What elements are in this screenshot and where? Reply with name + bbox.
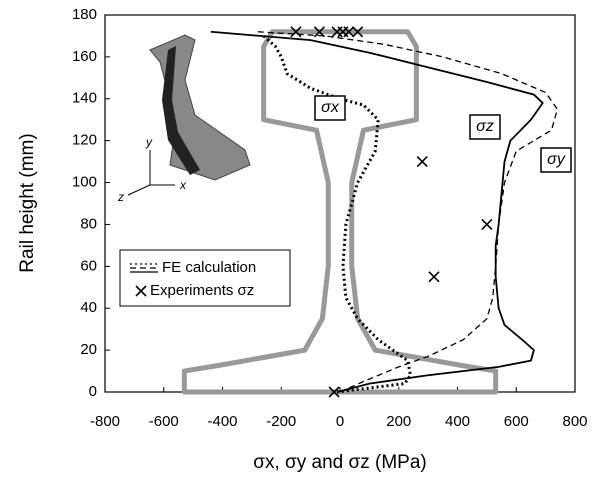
experiment-point <box>352 26 364 38</box>
inset-label: z <box>117 190 124 204</box>
label-box <box>469 114 501 140</box>
experiment-point <box>343 26 355 38</box>
experiment-point <box>290 26 302 38</box>
y-tick-label: 140 <box>72 90 97 107</box>
y-tick-label: 160 <box>72 48 97 65</box>
x-tick-label: 200 <box>386 413 411 430</box>
x-tick-label: -200 <box>266 413 296 430</box>
series-line <box>257 31 559 393</box>
x-tick-label: -800 <box>90 413 120 430</box>
y-tick-label: 80 <box>80 215 97 232</box>
legend-swatch <box>135 285 147 297</box>
inset-label: x <box>179 178 187 192</box>
series-label: σz <box>476 118 494 135</box>
y-tick-label: 120 <box>72 132 97 149</box>
y-tick-label: 100 <box>72 174 97 191</box>
y-tick-label: 40 <box>80 299 97 316</box>
inset-label: y <box>145 135 153 149</box>
experiment-point <box>328 386 340 398</box>
x-tick-label: 600 <box>504 413 529 430</box>
legend-label: FE calculation <box>162 259 256 276</box>
series-label: σy <box>547 151 566 168</box>
y-tick-label: 60 <box>80 257 97 274</box>
inset-rail: y z x <box>117 34 251 204</box>
legend-label: Experiments σz <box>150 282 254 299</box>
inset-core <box>162 46 200 175</box>
x-tick-label: -400 <box>207 413 237 430</box>
series-line <box>262 34 413 394</box>
experiment-point <box>428 271 440 283</box>
inset-axis <box>127 184 151 196</box>
series-line <box>210 30 544 393</box>
x-tick-label: -600 <box>149 413 179 430</box>
x-tick-label: 0 <box>336 413 344 430</box>
rail-outline <box>181 29 499 395</box>
y-tick-label: 20 <box>80 341 97 358</box>
label-box <box>314 95 346 121</box>
series-label: σx <box>321 99 340 116</box>
experiment-point <box>313 26 326 38</box>
experiment-point <box>416 156 428 168</box>
label-box <box>540 147 572 173</box>
x-axis-label: σx, σy and σz (MPa) <box>253 452 427 473</box>
x-tick-label: 400 <box>445 413 470 430</box>
experiment-point <box>481 218 493 231</box>
legend-box <box>119 249 291 307</box>
y-axis-label: Rail height (mm) <box>17 133 38 272</box>
x-tick-label: 800 <box>562 413 587 430</box>
y-tick-label: 0 <box>89 383 97 400</box>
y-tick-label: 180 <box>72 6 97 23</box>
